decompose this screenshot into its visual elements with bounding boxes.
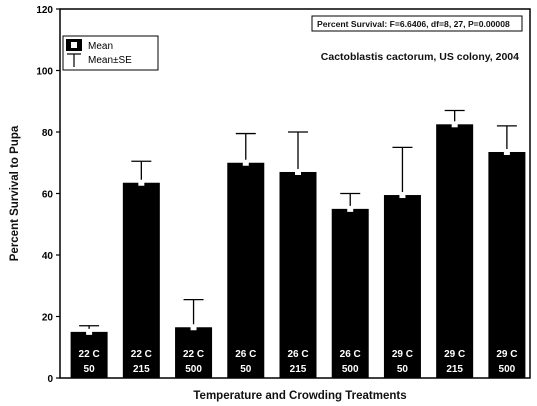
y-tick-label: 40 [42,251,54,262]
bar-label-temp: 26 C [287,349,308,360]
bar-label-temp: 26 C [340,349,361,360]
bar-label-temp: 29 C [444,349,465,360]
y-tick-label: 20 [42,313,54,324]
y-tick-label: 120 [36,5,53,16]
x-axis-label: Temperature and Crowding Treatments [193,390,406,402]
bar [383,195,421,378]
bar-label-density: 500 [499,364,516,375]
bar-label-temp: 29 C [496,349,517,360]
stats-box: Percent Survival: F=6.6406, df=8, 27, P=… [311,15,523,32]
legend-entry-se: Mean±SE [88,55,132,66]
bar-label-density: 500 [185,364,202,375]
bar [436,124,474,378]
mean-marker [86,328,93,335]
plot-frame [59,8,531,379]
bar [227,162,265,378]
bar [331,208,369,378]
bar-label-density: 500 [342,364,359,375]
mean-marker [190,324,197,331]
bar-label-density: 50 [84,364,96,375]
bar-label-temp: 22 C [183,349,204,360]
mean-marker [451,121,458,128]
bar [70,331,108,378]
bar [175,327,213,378]
bar-label-density: 215 [446,364,463,375]
bar-label-temp: 22 C [131,349,152,360]
mean-marker [503,148,510,155]
legend-mean-swatch-core [71,42,77,48]
plot-layer: 0 20 40 60 80 100 120 22 C 50 22 C 215 22 C 500 26 C 5… [36,5,526,385]
bar-label-temp: 29 C [392,349,413,360]
bar-label-density: 215 [290,364,307,375]
legend-entry-mean: Mean [88,41,113,52]
legend: Mean Mean±SE [62,35,159,71]
stats-box-border [311,15,523,32]
y-tick-label: 0 [47,374,53,385]
bar-label-density: 50 [240,364,252,375]
bar [488,151,526,378]
bar-label-temp: 22 C [79,349,100,360]
chart-title: Cactoblastis cactorum, US colony, 2004 [321,51,519,63]
y-tick-label: 100 [36,67,53,78]
bar-label-density: 215 [133,364,150,375]
mean-marker [399,192,406,199]
mean-marker [347,205,354,212]
bar [122,182,160,378]
y-tick-label: 80 [42,128,54,139]
bar-label-density: 50 [397,364,409,375]
y-tick-label: 60 [42,190,54,201]
bar [279,171,317,378]
bar-label-temp: 26 C [235,349,256,360]
mean-marker [138,179,145,186]
y-axis-label: Percent Survival to Pupa [9,125,21,261]
mean-marker [242,159,249,166]
stats-text: Percent Survival: F=6.6406, df=8, 27, P=… [317,19,510,29]
mean-marker [295,168,301,175]
